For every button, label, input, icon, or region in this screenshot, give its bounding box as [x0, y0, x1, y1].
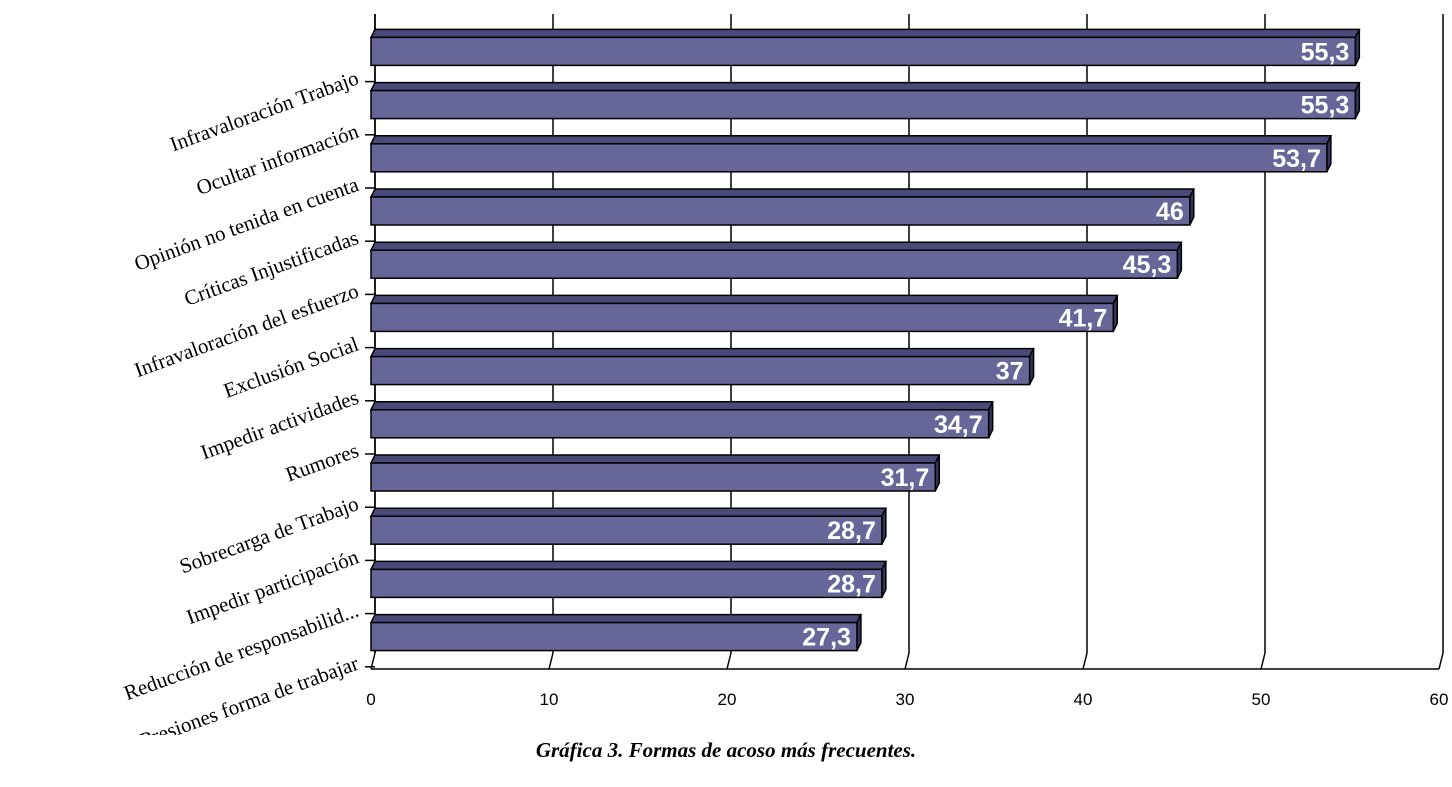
bar	[370, 355, 1031, 386]
data-label: 34,7	[934, 411, 983, 439]
gridline-floor	[1260, 652, 1266, 670]
gridline-floor	[548, 652, 554, 670]
bar-top	[369, 401, 994, 411]
bar-top	[369, 188, 1196, 198]
bar-top	[369, 560, 888, 571]
x-tick-label: 40	[1074, 690, 1093, 709]
x-tick-label: 30	[896, 690, 915, 709]
figure-caption: Gráfica 3. Formas de acoso más frecuente…	[535, 738, 917, 762]
data-label: 31,7	[881, 464, 930, 492]
data-label: 28,7	[827, 570, 876, 598]
data-label: 27,3	[802, 624, 851, 652]
data-label: 55,3	[1301, 38, 1350, 66]
gridline-floor	[726, 652, 732, 670]
x-tick-label: 60	[1430, 690, 1449, 709]
x-tick-label: 10	[540, 690, 559, 709]
bar-top	[369, 347, 1035, 358]
x-tick-label: 0	[366, 690, 375, 709]
data-label: 46	[1156, 198, 1184, 226]
bar	[370, 515, 883, 545]
bar	[370, 621, 858, 652]
bar	[370, 89, 1357, 120]
category-label: Rumores	[282, 438, 361, 486]
bar	[370, 409, 990, 439]
bar-top	[369, 135, 1333, 145]
bar-top	[369, 81, 1361, 92]
gridline-floor	[1082, 652, 1088, 670]
data-label: 45,3	[1123, 251, 1172, 279]
gridline-floor	[1438, 652, 1444, 670]
gridline-floor	[904, 652, 910, 670]
data-label: 55,3	[1301, 92, 1350, 120]
bar	[370, 462, 937, 492]
data-label: 37	[996, 358, 1024, 386]
bar-top	[369, 28, 1361, 39]
bar	[370, 143, 1328, 173]
bar-top	[369, 507, 888, 517]
bar	[370, 36, 1357, 67]
x-tick-label: 20	[718, 690, 737, 709]
data-label: 28,7	[827, 517, 876, 545]
bar-top	[369, 294, 1119, 305]
category-label: Reducción de responsabilid...	[121, 598, 362, 705]
bar	[370, 249, 1179, 279]
bar	[370, 196, 1191, 226]
bar-top	[369, 241, 1183, 251]
data-label: 53,7	[1272, 145, 1321, 173]
bar-top	[369, 613, 863, 624]
data-label: 41,7	[1059, 304, 1108, 332]
bar	[370, 302, 1115, 333]
bar-top	[369, 454, 941, 464]
x-tick-label: 50	[1252, 690, 1271, 709]
bar	[370, 568, 883, 599]
